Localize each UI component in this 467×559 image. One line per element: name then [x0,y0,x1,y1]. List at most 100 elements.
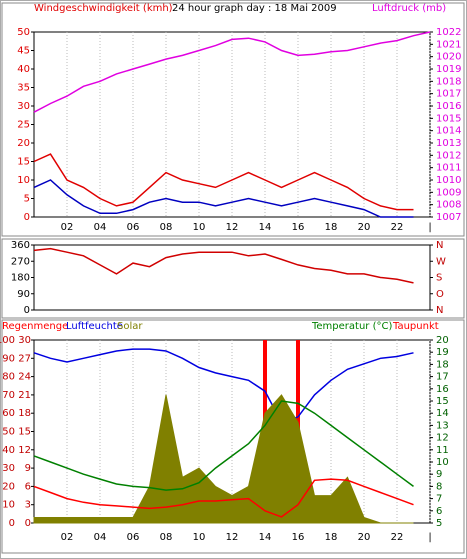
y2-tick-label: 1015 [436,113,461,124]
y3-tick-label: 6 [25,481,31,492]
series-line [33,478,414,518]
y-tick-label: 40 [2,445,15,456]
x-tick-label: | [428,532,431,543]
y2-tick-label: 1011 [436,163,461,174]
x-tick-label: 20 [358,532,371,543]
y2-tick-label: 8 [436,481,442,492]
x-tick-label: 14 [259,532,272,543]
series-line [33,179,414,218]
x-tick-label: 06 [127,222,140,233]
x-tick-label: 10 [193,532,206,543]
y2-tick-label: 1010 [436,175,461,186]
x-tick-label: 12 [226,532,239,543]
series-line [33,31,431,113]
y2-tick-label: 1022 [436,27,461,38]
y2-tick-label: O [436,289,444,300]
y2-tick-label: 20 [436,335,449,346]
y-tick-label: 70 [2,390,15,401]
y2-tick-label: 1009 [436,187,461,198]
y3-tick-label: 0 [25,518,31,529]
y2-tick-label: 12 [436,433,449,444]
y2-tick-label: 1007 [436,212,461,223]
y-tick-label: 50 [2,427,15,438]
y3-tick-label: 9 [25,463,31,474]
x-tick-label: 04 [94,222,107,233]
legend-label: Regenmenge [2,321,68,332]
y2-tick-label: 1014 [436,126,461,137]
y-tick-label: 270 [11,256,30,267]
y2-tick-label: 11 [436,445,449,456]
y2-tick-label: 16 [436,384,449,395]
y2-tick-label: 14 [436,408,449,419]
chart-title: 24 hour graph day : 18 Mai 2009 [172,3,337,14]
x-tick-label: | [428,222,431,233]
y-tick-label: 30 [2,463,15,474]
series-line [33,247,414,284]
y3-tick-label: 3 [25,500,31,511]
x-tick-label: 16 [292,532,305,543]
y-tick-label: 40 [17,64,30,75]
y-tick-label: 25 [17,120,30,131]
y2-tick-label: N [436,305,443,316]
y2-tick-label: 15 [436,396,449,407]
y-tick-label: 10 [17,175,30,186]
y-tick-label: 60 [2,408,15,419]
x-tick-label: 08 [160,532,173,543]
y2-tick-label: 1013 [436,138,461,149]
y2-tick-label: 10 [436,457,449,468]
x-tick-label: 16 [292,222,305,233]
y-tick-label: 5 [24,194,30,205]
y3-tick-label: 24 [18,372,31,383]
y2-axis-label: Luftdruck (mb) [372,3,446,14]
y-tick-label: 0 [9,518,15,529]
x-tick-label: 18 [325,532,338,543]
y2-tick-label: 9 [436,469,442,480]
y2-tick-label: 1016 [436,101,461,112]
y-tick-label: 35 [17,83,30,94]
y-tick-label: 100 [0,335,15,346]
y-tick-label: 50 [17,27,30,38]
y2-tick-label: W [436,256,446,267]
x-tick-label: 22 [391,532,404,543]
y2-tick-label: 18 [436,359,449,370]
y-axis-label: Windgeschwindigkeit (kmh) [34,3,173,14]
y2-tick-label: 1019 [436,64,461,75]
y-tick-label: 20 [17,138,30,149]
y3-tick-label: 27 [18,353,31,364]
legend-label: Solar [117,321,143,332]
solar-area [33,394,414,524]
y-tick-label: 30 [17,101,30,112]
y2-tick-label: 1020 [436,52,461,63]
y-tick-label: 10 [2,500,15,511]
legend-label: Luftfeuchte [66,321,123,332]
y-tick-label: 360 [11,240,30,251]
y2-tick-label: 13 [436,420,449,431]
y-tick-label: 90 [2,353,15,364]
y2-tick-label: S [436,273,442,284]
x-tick-label: 04 [94,532,107,543]
x-tick-label: 18 [325,222,338,233]
y2-tick-label: 6 [436,506,442,517]
y-tick-label: 90 [17,289,30,300]
x-tick-label: 02 [61,222,74,233]
y3-tick-label: 15 [18,427,31,438]
x-tick-label: 12 [226,222,239,233]
y2-tick-label: 1012 [436,150,461,161]
y-tick-label: 180 [11,273,30,284]
y-tick-label: 15 [17,157,30,168]
y2-tick-label: 19 [436,347,449,358]
y2-tick-label: 1021 [436,39,461,50]
y-tick-label: 0 [24,212,30,223]
y2-tick-label: 1008 [436,200,461,211]
series-line [33,400,414,491]
y2-tick-label: 7 [436,494,442,505]
series-line [33,348,414,424]
y2-tick-label: 1018 [436,76,461,87]
x-tick-label: 06 [127,532,140,543]
x-tick-label: 10 [193,222,206,233]
y-tick-label: 0 [24,305,30,316]
legend-label: Taupunkt [392,321,439,332]
x-tick-label: 14 [259,222,272,233]
x-tick-label: 20 [358,222,371,233]
